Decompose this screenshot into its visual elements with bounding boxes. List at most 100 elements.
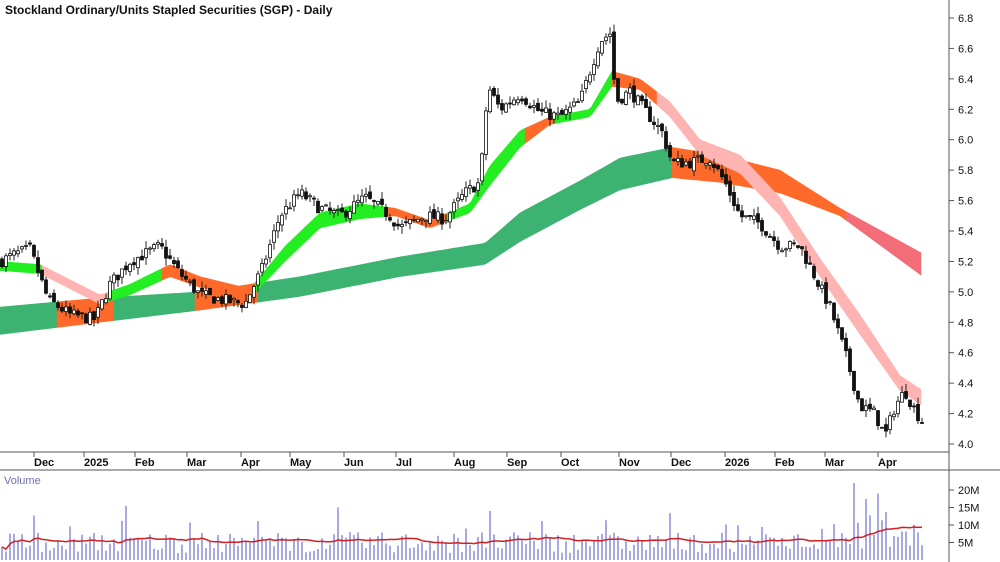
candle-body <box>476 182 480 191</box>
candle-body <box>820 284 824 289</box>
candle-body <box>492 88 496 96</box>
candle-body <box>440 213 444 225</box>
candle-body <box>508 102 512 105</box>
price-axis: 4.0 4.2 4.4 4.6 4.8 5.0 5.2 5.4 5.6 5.8 6.0 6.2 6.4 6… <box>949 13 973 451</box>
candle-body <box>656 125 660 128</box>
candle-body <box>36 257 40 273</box>
candle-body <box>100 299 104 310</box>
volume-moving-average <box>1 526 923 551</box>
candle-body <box>96 307 100 318</box>
candle-body <box>408 218 412 225</box>
candle-body <box>192 279 196 293</box>
candle-body <box>564 109 568 115</box>
candle-body <box>308 195 312 198</box>
candle-body <box>652 121 656 125</box>
candle-body <box>756 213 760 223</box>
candle-body <box>240 304 244 308</box>
candle-body <box>580 90 584 102</box>
candle-body <box>304 191 308 200</box>
candle-body <box>380 198 384 205</box>
candle-body <box>916 403 920 422</box>
candle-body <box>176 260 180 268</box>
candle-body <box>328 207 332 211</box>
candle-body <box>144 248 148 259</box>
candle-body <box>856 390 860 400</box>
candle-body <box>276 222 280 232</box>
candle-body <box>124 265 128 271</box>
candle-body <box>104 298 108 304</box>
candle-body <box>884 424 888 432</box>
candle-body <box>312 197 316 200</box>
candle-body <box>352 201 356 214</box>
candle-body <box>4 255 8 267</box>
candle-body <box>696 155 700 158</box>
date-tick-label: Apr <box>878 457 898 469</box>
candle-body <box>732 191 736 206</box>
candle-body <box>80 312 84 315</box>
candle-body <box>160 243 164 247</box>
candle-body <box>888 415 892 430</box>
candle-body <box>744 215 748 218</box>
candle-body <box>188 280 192 283</box>
candle-body <box>808 262 812 265</box>
volume-tick-label: 15M <box>958 503 979 515</box>
candle-body <box>296 194 300 197</box>
date-tick-label: Jun <box>344 457 364 469</box>
volume-bars <box>1 483 923 560</box>
candle-body <box>584 80 588 90</box>
candle-body <box>428 211 432 224</box>
candle-body <box>268 244 272 259</box>
date-tick-label: Apr <box>241 457 261 469</box>
candle-body <box>860 398 864 412</box>
candle-body <box>616 78 620 102</box>
candle-body <box>196 290 200 293</box>
candle-body <box>392 222 396 227</box>
candle-body <box>832 302 836 321</box>
candle-body <box>760 220 764 232</box>
date-tick-label: Aug <box>454 457 475 469</box>
candle-body <box>904 391 908 399</box>
candle-body <box>400 224 404 227</box>
candle-body <box>540 108 544 112</box>
candle-body <box>416 218 420 223</box>
candle-body <box>752 215 756 220</box>
volume-axis: 5M 10M 15M 20M <box>949 485 979 550</box>
candle-body <box>776 240 780 250</box>
candle-body <box>228 294 232 304</box>
candle-body <box>716 164 720 170</box>
candle-body <box>28 242 32 245</box>
chart-title: Stockland Ordinary/Units Stapled Securit… <box>5 3 333 17</box>
candle-body <box>360 195 364 204</box>
candle-body <box>640 95 644 102</box>
date-axis: Dec 2025 Feb Mar Apr May Jun Jul Aug Sep Oct Nov Dec… <box>33 452 898 469</box>
candle-body <box>812 265 816 279</box>
candle-body <box>16 250 20 255</box>
candle-body <box>620 98 624 104</box>
candle-body <box>560 109 564 115</box>
candle-body <box>788 241 792 249</box>
candle-body <box>500 103 504 111</box>
candle-body <box>128 263 132 272</box>
candle-body <box>0 258 4 267</box>
candle-body <box>712 163 716 168</box>
candle-body <box>444 220 448 223</box>
candle-body <box>676 157 680 162</box>
candle-body <box>768 235 772 238</box>
candle-body <box>852 370 856 391</box>
candle-body <box>464 187 468 197</box>
candle-body <box>528 105 532 109</box>
candle-body <box>284 205 288 215</box>
candle-body <box>40 269 44 281</box>
candle-body <box>260 262 264 273</box>
candle-body <box>412 218 416 221</box>
candle-body <box>344 210 348 218</box>
candle-body <box>708 162 712 166</box>
candle-body <box>872 407 876 411</box>
candle-body <box>864 405 868 411</box>
candle-body <box>600 41 604 54</box>
candle-body <box>172 260 176 264</box>
price-tick-label: 4.2 <box>958 409 973 421</box>
candle-body <box>372 200 376 202</box>
candle-body <box>300 189 304 197</box>
candle-body <box>824 282 828 304</box>
